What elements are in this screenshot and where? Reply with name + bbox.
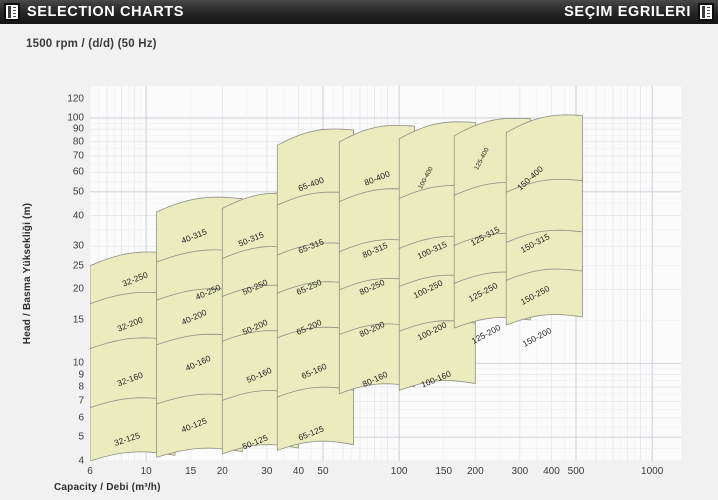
chart-subtitle: 1500 rpm / (d/d) (50 Hz) (26, 38, 157, 50)
y-tick-60: 60 (72, 166, 84, 178)
y-tick-10: 10 (72, 357, 84, 369)
y-tick-90: 90 (72, 123, 84, 135)
x-tick-300: 300 (511, 466, 529, 477)
x-tick-1000: 1000 (641, 466, 664, 477)
header-bar: SELECTION CHARTS SEÇIM EGRILERI (0, 0, 718, 24)
y-tick-50: 50 (72, 186, 84, 198)
chart-canvas (90, 86, 681, 461)
selection-chart: Head / Basma Yüksekliği (m) 4 5 6 7 8 9 10 15 20… (23, 62, 696, 493)
x-tick-40: 40 (292, 466, 305, 477)
x-tick-500: 500 (567, 466, 585, 477)
y-tick-15: 15 (72, 314, 84, 326)
y-tick-120: 120 (67, 93, 84, 105)
y-axis-tick-labels: 4 5 6 7 8 9 10 15 20 25 30 40 50 60 70 80 90 100 120 (26, 86, 84, 466)
page-title-tr: SEÇIM EGRILERI (564, 3, 691, 20)
x-tick-100: 100 (390, 466, 408, 477)
y-tick-40: 40 (72, 210, 84, 222)
y-tick-70: 70 (72, 150, 84, 162)
y-tick-25: 25 (72, 260, 84, 272)
plot-area: 32-250 32-200 32-160 32-125 40-315 40-250 40-2… (90, 86, 681, 461)
header-left-group: SELECTION CHARTS (4, 3, 184, 21)
book-icon (698, 3, 714, 21)
x-tick-150: 150 (435, 466, 453, 477)
y-tick-6: 6 (78, 412, 84, 424)
x-tick-10: 10 (140, 466, 152, 477)
y-tick-80: 80 (72, 136, 84, 148)
y-tick-20: 20 (72, 283, 84, 295)
y-tick-5: 5 (78, 431, 84, 443)
y-tick-30: 30 (72, 240, 84, 252)
x-tick-15: 15 (185, 466, 197, 477)
y-tick-100: 100 (67, 112, 84, 124)
x-tick-20: 20 (216, 466, 228, 477)
header-right-group: SEÇIM EGRILERI (564, 3, 714, 21)
book-icon (4, 3, 20, 21)
y-tick-9: 9 (78, 369, 84, 381)
page-title-en: SELECTION CHARTS (27, 3, 185, 20)
y-tick-4: 4 (78, 455, 84, 467)
x-tick-6: 6 (87, 466, 93, 477)
y-tick-8: 8 (78, 381, 84, 393)
x-axis-title: Capacity / Debi (m³/h) (54, 482, 161, 493)
x-axis-tick-labels: 6 10 15 20 30 40 50 100 150 200 300 400 500 1000 (87, 466, 681, 482)
y-tick-7: 7 (78, 395, 84, 407)
x-tick-400: 400 (543, 466, 560, 477)
x-tick-50: 50 (317, 466, 329, 477)
x-tick-200: 200 (466, 466, 484, 477)
x-tick-30: 30 (261, 466, 273, 477)
